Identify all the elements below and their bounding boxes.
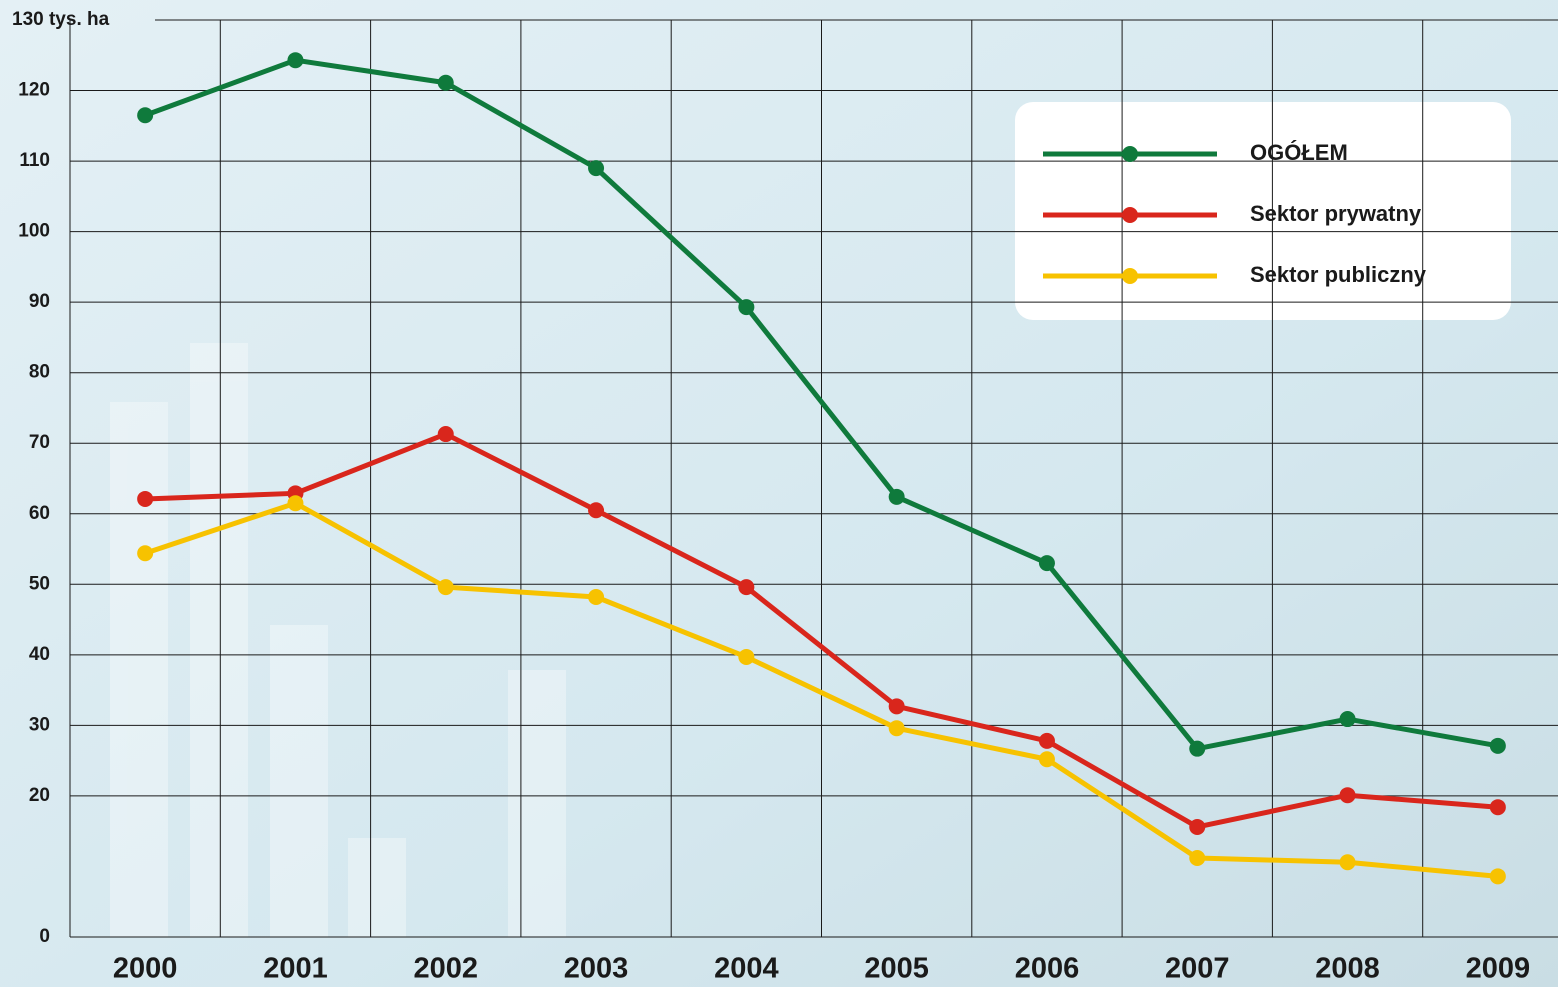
data-point xyxy=(287,495,303,511)
data-point xyxy=(287,52,303,68)
data-point xyxy=(738,299,754,315)
data-point xyxy=(1490,868,1506,884)
legend-marker xyxy=(1122,268,1138,284)
y-tick-label: 130 tys. ha xyxy=(12,9,110,30)
legend-label: Sektor publiczny xyxy=(1250,262,1427,287)
data-point xyxy=(438,579,454,595)
x-tick-label: 2005 xyxy=(864,953,929,985)
data-point xyxy=(588,502,604,518)
x-tick-label: 2000 xyxy=(113,953,178,985)
y-tick-label: 70 xyxy=(29,432,50,453)
data-point xyxy=(1340,854,1356,870)
legend-marker xyxy=(1122,146,1138,162)
data-point xyxy=(1189,741,1205,757)
data-point xyxy=(889,698,905,714)
data-point xyxy=(1340,787,1356,803)
x-tick-label: 2001 xyxy=(263,953,328,985)
y-tick-label: 40 xyxy=(29,644,50,665)
y-tick-label: 0 xyxy=(39,926,50,947)
x-tick-label: 2008 xyxy=(1315,953,1380,985)
data-point xyxy=(137,107,153,123)
data-point xyxy=(1039,751,1055,767)
data-point xyxy=(1189,850,1205,866)
y-tick-label: 120 xyxy=(18,80,50,101)
data-point xyxy=(137,545,153,561)
y-tick-label: 100 xyxy=(18,221,50,242)
legend-label: Sektor prywatny xyxy=(1250,201,1422,226)
data-point xyxy=(889,489,905,505)
y-tick-label: 30 xyxy=(29,714,50,735)
data-point xyxy=(1039,555,1055,571)
y-tick-label: 60 xyxy=(29,503,50,524)
legend-marker xyxy=(1122,207,1138,223)
x-tick-label: 2006 xyxy=(1015,953,1080,985)
data-point xyxy=(1189,819,1205,835)
data-point xyxy=(137,491,153,507)
y-tick-label: 90 xyxy=(29,291,50,312)
data-point xyxy=(438,75,454,91)
data-point xyxy=(1039,733,1055,749)
data-point xyxy=(1490,738,1506,754)
chart: 0 20 30 40 50 60 70 80 90 100 110 120 130 tys. ha 200… xyxy=(0,0,1558,987)
x-tick-label: 2003 xyxy=(564,953,629,985)
x-tick-label: 2009 xyxy=(1466,953,1531,985)
x-tick-label: 2007 xyxy=(1165,953,1230,985)
data-point xyxy=(738,649,754,665)
data-point xyxy=(1340,711,1356,727)
legend-label: OGÓŁEM xyxy=(1250,140,1348,165)
data-point xyxy=(588,160,604,176)
y-tick-label: 80 xyxy=(29,362,50,383)
data-point xyxy=(438,426,454,442)
y-tick-label: 50 xyxy=(29,573,50,594)
y-tick-label: 20 xyxy=(29,785,50,806)
data-point xyxy=(588,589,604,605)
data-point xyxy=(1490,799,1506,815)
x-tick-label: 2002 xyxy=(413,953,478,985)
data-point xyxy=(738,579,754,595)
data-point xyxy=(889,720,905,736)
y-tick-label: 110 xyxy=(19,150,50,171)
x-tick-label: 2004 xyxy=(714,953,779,985)
